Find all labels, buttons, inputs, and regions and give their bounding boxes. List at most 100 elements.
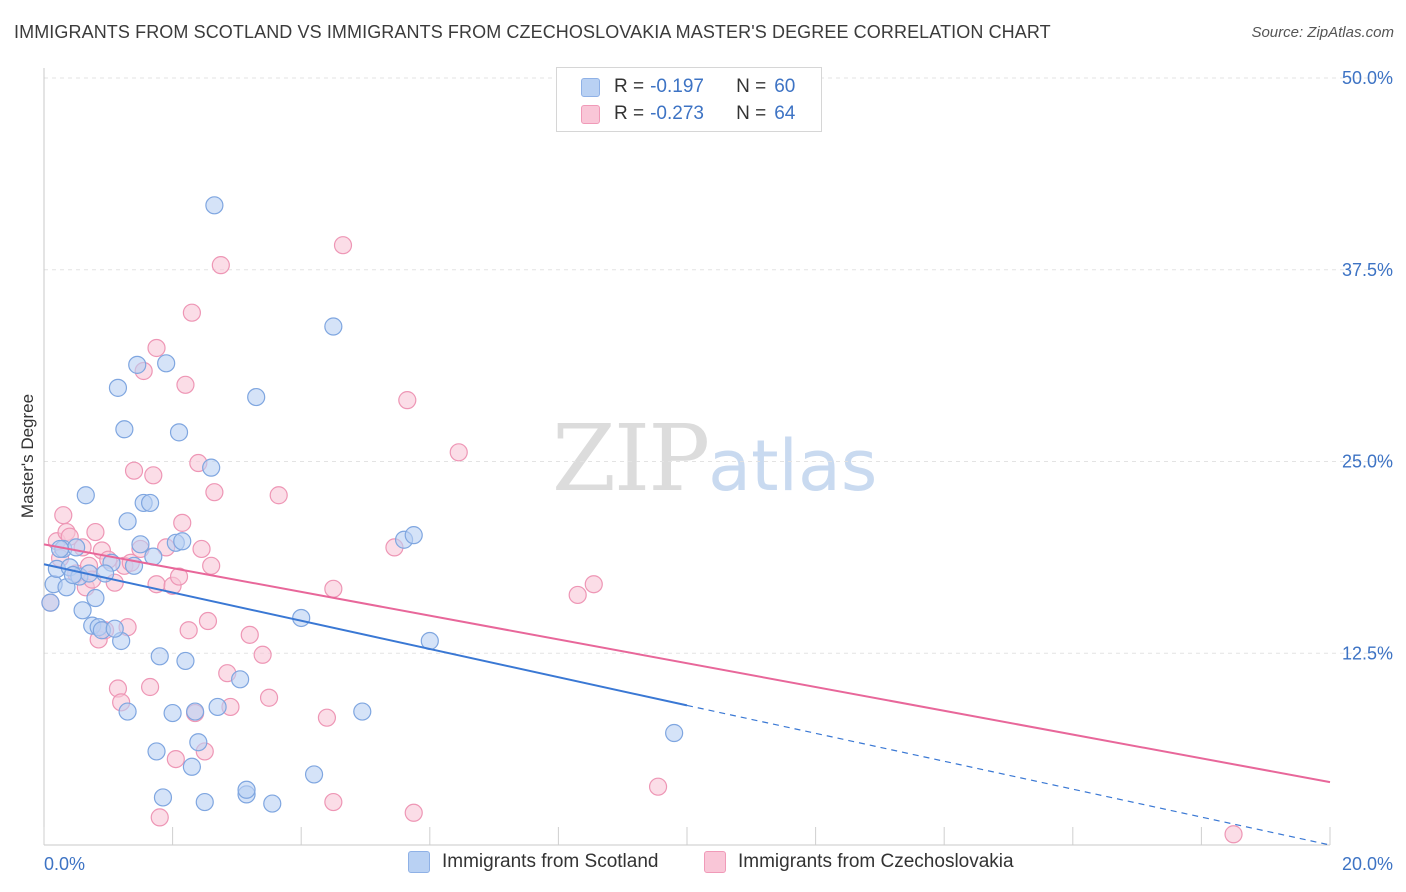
- scotland-point: [131, 535, 150, 554]
- n-label: N =: [736, 103, 767, 124]
- scotland-point: [157, 354, 176, 373]
- scotland-point: [292, 608, 311, 628]
- r-label: R =: [614, 103, 645, 124]
- series-legend: Immigrants from Scotland Immigrants from…: [0, 851, 1406, 877]
- scotland-point: [118, 702, 137, 721]
- czechoslovakia-point: [166, 749, 185, 769]
- x-tick-label: 20.0%: [1342, 854, 1393, 874]
- scotland-point: [304, 765, 324, 784]
- czechoslovakia-point: [176, 375, 195, 394]
- scotland-point: [163, 703, 182, 723]
- scotland-point: [202, 458, 221, 477]
- scotland-point: [404, 526, 423, 545]
- scotland-point: [182, 757, 201, 776]
- scotland-point: [169, 423, 189, 442]
- chart-title: IMMIGRANTS FROM SCOTLAND VS IMMIGRANTS F…: [14, 22, 1051, 42]
- czechoslovakia-point: [202, 556, 221, 575]
- y-tick-label: 12.5%: [1342, 643, 1393, 663]
- czechoslovakia-point: [404, 803, 423, 822]
- scotland-point: [189, 733, 208, 752]
- czechoslovakia-point: [240, 625, 259, 644]
- scotland-point: [76, 486, 95, 505]
- czechoslovakia-point: [198, 611, 218, 631]
- czechoslovakia-point: [211, 256, 230, 275]
- czechoslovakia-point: [144, 466, 163, 485]
- scotland-point: [150, 647, 169, 666]
- scotland-point: [67, 538, 86, 557]
- legend-label-scotland: Immigrants from Scotland: [442, 851, 659, 872]
- czechoslovakia-point: [324, 792, 343, 812]
- scotland-point: [665, 723, 684, 743]
- scotland-point: [153, 788, 173, 807]
- scotland-point: [108, 378, 128, 397]
- scotland-point: [41, 593, 60, 612]
- scotland-point: [247, 387, 266, 407]
- scotland-point: [237, 780, 256, 799]
- scotland-point: [263, 794, 282, 813]
- scotland-point: [105, 619, 124, 638]
- czechoslovakia-point: [140, 677, 160, 697]
- czechoslovakia-point: [192, 539, 211, 559]
- y-tick-label: 25.0%: [1342, 452, 1393, 472]
- scotland-point: [73, 601, 92, 620]
- n-value: 60: [774, 76, 796, 97]
- czechoslovakia-point: [269, 486, 288, 505]
- scotland-point: [128, 355, 147, 374]
- scotland-point: [176, 651, 195, 671]
- scotland-legend-swatch: [408, 851, 430, 873]
- scotland-point: [195, 792, 214, 812]
- scotland-point: [173, 532, 192, 551]
- watermark: ZIPatlas: [552, 405, 877, 512]
- czechoslovakia-point: [324, 579, 343, 598]
- czechoslovakia-point: [253, 645, 272, 664]
- czechoslovakia-point: [124, 461, 144, 480]
- scotland-point: [186, 702, 205, 721]
- czechoslovakia-point: [86, 522, 105, 542]
- czechoslovakia-point: [182, 303, 201, 322]
- czechoslovakia-point: [205, 483, 224, 502]
- scotland-point: [140, 493, 160, 513]
- stats-legend-row-scotland: R = -0.197 N = 60: [581, 74, 795, 100]
- czechoslovakia-point: [54, 506, 73, 525]
- r-label: R =: [614, 76, 645, 97]
- czechoslovakia-point: [169, 567, 189, 586]
- n-value: 64: [774, 103, 796, 124]
- scotland-point: [147, 742, 166, 761]
- scotland-trendline: [43, 563, 688, 707]
- watermark-zip: ZIP: [552, 405, 710, 512]
- stats-legend: R = -0.197 N = 60 R = -0.273 N = 64: [556, 67, 822, 132]
- scotland-point: [115, 420, 134, 439]
- czechoslovakia-point: [173, 513, 192, 532]
- czechoslovakia-point: [449, 443, 468, 462]
- x-tick-label: 0.0%: [44, 854, 85, 874]
- czechoslovakia-point: [584, 575, 603, 594]
- czechoslovakia-swatch: [581, 104, 600, 124]
- czechoslovakia-point: [147, 338, 166, 358]
- czechoslovakia-point: [398, 391, 417, 410]
- scotland-point: [208, 697, 227, 717]
- scotland-point: [231, 670, 250, 689]
- scotland-point: [86, 588, 105, 608]
- czechoslovakia-point: [648, 777, 668, 796]
- legend-label-czechoslovakia: Immigrants from Czechoslovakia: [738, 851, 1014, 872]
- czechoslovakia-legend-swatch: [704, 851, 726, 873]
- source-label: Source: ZipAtlas.com: [1251, 24, 1394, 41]
- legend-item-scotland: Immigrants from Scotland: [408, 851, 658, 873]
- r-value: -0.197: [650, 76, 704, 97]
- n-label: N =: [736, 76, 767, 97]
- scotland-point: [118, 512, 137, 531]
- y-tick-label: 50.0%: [1342, 68, 1393, 88]
- czechoslovakia-point: [333, 236, 353, 255]
- y-axis-label: Master's Degree: [18, 393, 37, 519]
- scotland-point: [324, 317, 343, 336]
- czechoslovakia-point: [179, 621, 198, 640]
- czechoslovakia-point: [317, 708, 337, 727]
- stats-legend-row-czechoslovakia: R = -0.273 N = 64: [581, 101, 795, 127]
- legend-item-czechoslovakia: Immigrants from Czechoslovakia: [704, 851, 1014, 873]
- scotland-point: [205, 196, 224, 215]
- scotland-point: [353, 702, 372, 721]
- czechoslovakia-point: [568, 585, 587, 605]
- watermark-atlas: atlas: [708, 425, 878, 507]
- scotland-trendline-extension: [686, 704, 1331, 846]
